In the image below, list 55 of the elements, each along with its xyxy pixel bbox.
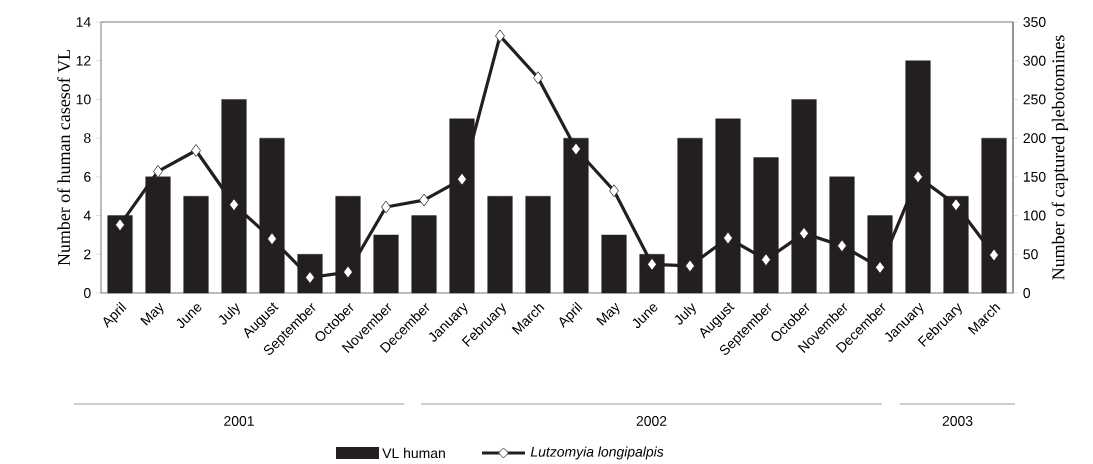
y2-tick-label: 350 bbox=[1023, 17, 1046, 27]
bar bbox=[183, 196, 209, 294]
x-tick-label: July bbox=[674, 303, 696, 325]
point bbox=[875, 261, 885, 274]
x-tick-label: May bbox=[140, 302, 164, 326]
point bbox=[723, 231, 733, 245]
point bbox=[495, 29, 505, 43]
point bbox=[647, 257, 657, 271]
point bbox=[799, 226, 809, 240]
point bbox=[191, 144, 201, 157]
point bbox=[115, 218, 125, 232]
legend-label: Lutzomyia longipalpis bbox=[530, 446, 664, 460]
point bbox=[837, 239, 847, 253]
y2-tick-label: 250 bbox=[1023, 94, 1046, 105]
point bbox=[229, 198, 239, 212]
point bbox=[609, 184, 619, 198]
bar bbox=[487, 196, 513, 294]
text: 2001 bbox=[224, 416, 254, 426]
point bbox=[685, 259, 695, 273]
point bbox=[381, 200, 391, 214]
y2-tick-label: 0 bbox=[1023, 288, 1031, 298]
y-tick-label: 10 bbox=[76, 94, 91, 105]
point bbox=[533, 71, 543, 85]
text: 2002 bbox=[636, 416, 667, 426]
y2-tick-label: 300 bbox=[1023, 55, 1046, 66]
y-tick-label: 0 bbox=[83, 288, 91, 298]
y-tick-label: 6 bbox=[84, 171, 91, 182]
legend-label: VL human bbox=[382, 447, 445, 459]
y2-tick-label: 100 bbox=[1023, 210, 1046, 221]
point bbox=[153, 165, 163, 178]
point bbox=[343, 265, 353, 279]
y-tick-label: 4 bbox=[83, 210, 91, 221]
text: 2003 bbox=[942, 416, 973, 426]
y-axis-title: Number of human casesof VL bbox=[57, 50, 71, 266]
point bbox=[267, 232, 277, 246]
bar bbox=[525, 196, 551, 294]
point bbox=[951, 198, 961, 212]
y2-tick-label: 150 bbox=[1023, 171, 1046, 182]
y-tick-label: 8 bbox=[84, 133, 91, 144]
y2-tick-label: 200 bbox=[1023, 133, 1046, 144]
bar bbox=[601, 234, 627, 294]
y-tick-label: 14 bbox=[76, 17, 91, 27]
y2-axis-title: Number of captured plebotomines bbox=[1051, 35, 1069, 280]
point bbox=[913, 170, 923, 184]
point bbox=[457, 172, 467, 186]
point bbox=[989, 248, 999, 262]
y2-tick-label: 50 bbox=[1023, 249, 1038, 260]
point bbox=[419, 193, 429, 207]
y-tick-label: 12 bbox=[76, 55, 91, 66]
bar bbox=[411, 215, 437, 294]
point bbox=[761, 253, 771, 267]
y-tick-label: 2 bbox=[84, 249, 91, 260]
x-tick-label: July bbox=[218, 303, 240, 325]
point bbox=[571, 142, 581, 156]
x-tick-label: May bbox=[596, 302, 620, 326]
